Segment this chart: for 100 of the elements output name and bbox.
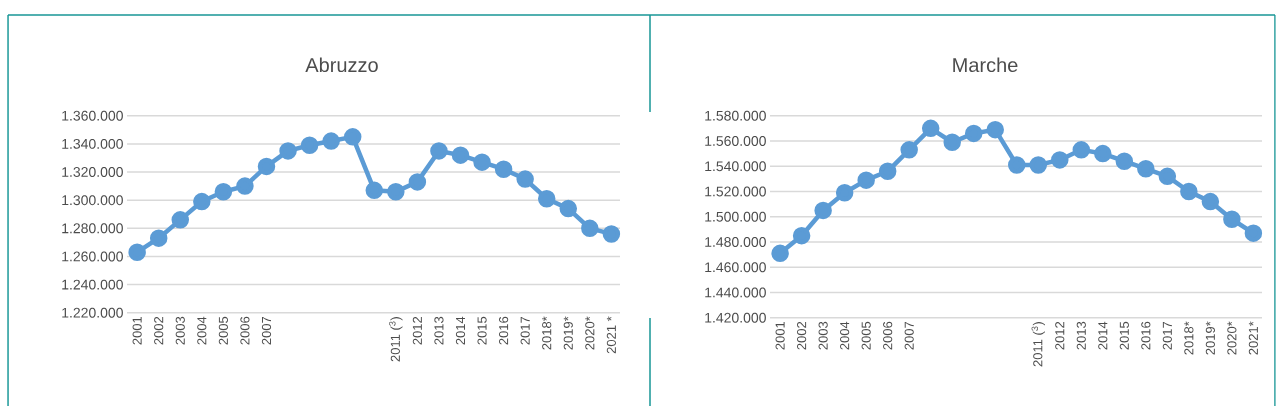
point bbox=[559, 199, 578, 218]
x-tick-label: 2002 bbox=[154, 317, 164, 345]
x-tick-label: 2015 bbox=[477, 316, 487, 345]
x-tick-label: 2005 bbox=[218, 316, 228, 345]
point bbox=[1115, 152, 1134, 171]
point bbox=[257, 157, 276, 176]
y-tick-label: 1.360.000 bbox=[62, 110, 123, 121]
point bbox=[214, 183, 233, 201]
point bbox=[473, 153, 491, 172]
point bbox=[835, 184, 854, 202]
point bbox=[1008, 156, 1026, 174]
chart-title: Marche bbox=[953, 57, 1018, 73]
point bbox=[857, 171, 875, 189]
point bbox=[1029, 156, 1048, 174]
point bbox=[986, 121, 1004, 139]
point bbox=[537, 190, 556, 208]
x-tick-label: 2017 bbox=[1162, 322, 1172, 350]
point bbox=[516, 170, 534, 188]
x-tick-label: 2018* bbox=[1184, 321, 1194, 355]
x-tick-label: 2013 bbox=[434, 316, 444, 345]
x-tick-label: 2006 bbox=[883, 321, 893, 350]
point bbox=[1072, 141, 1091, 159]
point bbox=[1158, 167, 1177, 186]
point bbox=[322, 132, 340, 150]
point bbox=[128, 243, 146, 262]
point bbox=[1180, 182, 1198, 201]
x-tick-label: 2021 * bbox=[606, 316, 616, 354]
x-tick-label: 2004 bbox=[197, 316, 207, 345]
y-tick-label: 1.560.000 bbox=[705, 136, 766, 147]
point bbox=[365, 181, 384, 200]
point bbox=[814, 201, 832, 220]
point bbox=[236, 177, 254, 195]
x-tick-label: 2013 bbox=[1076, 321, 1086, 350]
x-tick-label: 2011 ($^{3}$) bbox=[1031, 322, 1045, 367]
point bbox=[408, 173, 427, 191]
x-tick-label: 2016 bbox=[1141, 321, 1151, 350]
y-tick-label: 1.480.000 bbox=[705, 237, 766, 248]
x-tick-label: 2015 bbox=[1119, 321, 1129, 350]
y-tick-label: 1.300.000 bbox=[62, 195, 123, 206]
point bbox=[1051, 151, 1069, 169]
x-tick-label: 2001 bbox=[775, 322, 785, 350]
point bbox=[921, 119, 940, 138]
y-tick-label: 1.340.000 bbox=[62, 139, 123, 149]
point bbox=[149, 229, 168, 248]
point bbox=[300, 136, 319, 155]
point bbox=[602, 225, 621, 243]
chart-title: Abruzzo bbox=[305, 57, 378, 73]
y-tick-label: 1.460.000 bbox=[705, 262, 766, 273]
point bbox=[171, 211, 190, 229]
y-tick-label: 1.540.000 bbox=[705, 161, 766, 172]
y-tick-label: 1.500.000 bbox=[705, 211, 766, 222]
x-tick-label: 2020* bbox=[1227, 321, 1237, 355]
point bbox=[1223, 210, 1241, 229]
point bbox=[1137, 160, 1155, 178]
x-tick-label: 2006 bbox=[240, 316, 250, 345]
x-tick-label: 2012 bbox=[1055, 322, 1065, 350]
x-tick-label: 2003 bbox=[175, 316, 185, 345]
point bbox=[193, 192, 211, 211]
point bbox=[343, 128, 362, 146]
point bbox=[430, 142, 448, 160]
x-tick-label: 2017 bbox=[520, 317, 530, 345]
x-tick-label: 2005 bbox=[861, 321, 871, 350]
point bbox=[1201, 192, 1220, 211]
point bbox=[1094, 144, 1112, 163]
y-tick-label: 1.260.000 bbox=[62, 251, 123, 262]
y-tick-label: 1.280.000 bbox=[62, 223, 123, 234]
point bbox=[771, 244, 789, 263]
point bbox=[1244, 224, 1263, 243]
x-tick-label: 2002 bbox=[797, 322, 807, 350]
x-tick-label: 2014 bbox=[1098, 321, 1108, 350]
point bbox=[494, 160, 513, 179]
y-tick-label: 1.440.000 bbox=[705, 287, 766, 298]
x-tick-label: 2021* bbox=[1248, 321, 1258, 355]
x-tick-label: 2007 bbox=[904, 322, 914, 350]
x-tick-label: 2019* bbox=[563, 316, 573, 350]
point bbox=[387, 183, 405, 201]
point bbox=[900, 141, 918, 159]
y-tick-label: 1.580.000 bbox=[705, 110, 766, 121]
x-tick-label: 2003 bbox=[818, 321, 828, 350]
x-tick-label: 2001 bbox=[132, 317, 142, 345]
y-tick-label: 1.420.000 bbox=[705, 312, 766, 323]
x-tick-label: 2011 ($^{3}$) bbox=[389, 317, 403, 362]
point bbox=[279, 142, 297, 160]
point bbox=[964, 124, 983, 143]
point bbox=[943, 133, 961, 152]
x-tick-label: 2020* bbox=[585, 316, 595, 350]
x-tick-label: 2004 bbox=[840, 321, 850, 350]
point bbox=[878, 162, 897, 181]
x-tick-label: 2012 bbox=[412, 317, 422, 345]
x-tick-label: 2007 bbox=[261, 317, 272, 345]
point bbox=[451, 146, 470, 165]
y-tick-label: 1.320.000 bbox=[62, 167, 123, 178]
point bbox=[792, 227, 811, 245]
y-tick-label: 1.240.000 bbox=[62, 279, 123, 290]
y-tick-label: 1.520.000 bbox=[705, 186, 766, 197]
x-tick-label: 2018* bbox=[542, 316, 552, 350]
y-tick-label: 1.220.000 bbox=[62, 307, 123, 318]
x-tick-label: 2019* bbox=[1205, 321, 1215, 355]
x-tick-label: 2016 bbox=[499, 316, 509, 345]
x-tick-label: 2014 bbox=[455, 316, 466, 345]
